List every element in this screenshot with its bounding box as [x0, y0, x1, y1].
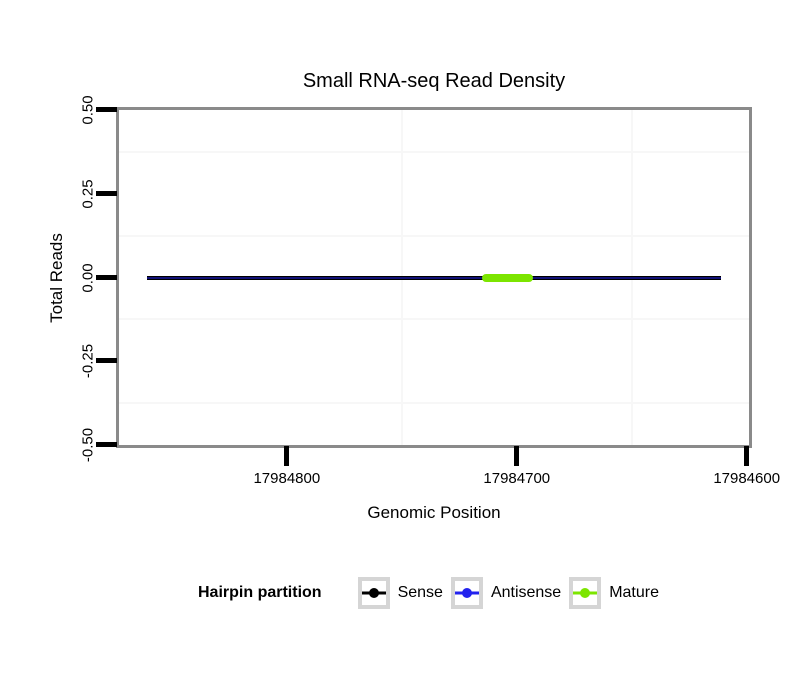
y-minor-gridline — [119, 150, 749, 153]
legend-title: Hairpin partition — [198, 584, 322, 601]
y-tick-label: 0.25 — [79, 179, 97, 209]
y-axis-tick — [96, 442, 117, 447]
y-axis-tick — [96, 107, 117, 112]
chart-title: Small RNA-seq Read Density — [302, 70, 566, 92]
y-minor-gridline — [119, 318, 749, 321]
legend-key-dot — [461, 588, 472, 598]
y-tick-label: 0.50 — [79, 95, 97, 125]
series-mature — [482, 273, 533, 282]
legend-entry-antisense: Antisense — [450, 577, 562, 609]
legend-key-dot — [580, 588, 591, 598]
y-minor-gridline — [119, 402, 749, 405]
legend-label: Sense — [397, 584, 443, 601]
y-axis-tick — [96, 358, 117, 364]
legend-label: Antisense — [490, 584, 562, 601]
y-tick-label: -0.25 — [79, 344, 97, 379]
legend: Hairpin partition Sense Antisense Mature — [198, 576, 667, 610]
y-axis-tick — [96, 274, 117, 280]
y-tick-label: 0.00 — [79, 262, 97, 293]
x-tick-label: 17984800 — [253, 470, 321, 487]
y-tick-label: -0.50 — [79, 427, 97, 463]
legend-label: Mature — [609, 584, 659, 601]
legend-key-mature — [569, 577, 602, 609]
x-tick-label: 17984700 — [483, 470, 551, 487]
legend-key-antisense — [450, 577, 483, 609]
y-minor-gridline — [119, 234, 749, 237]
x-axis-tick — [744, 446, 750, 466]
x-axis-tick — [514, 446, 520, 466]
x-axis-tick — [284, 446, 290, 466]
legend-key-dot — [368, 588, 379, 598]
plot-panel — [116, 107, 752, 448]
legend-entry-mature: Mature — [569, 577, 659, 609]
x-tick-label: 17984600 — [713, 470, 781, 487]
x-axis-title: Genomic Position — [367, 503, 501, 522]
legend-entry-sense: Sense — [357, 577, 443, 609]
legend-key-sense — [357, 577, 390, 609]
series-antisense — [146, 276, 722, 279]
y-axis-tick — [96, 190, 117, 196]
y-axis-title: Total Reads — [47, 233, 66, 323]
